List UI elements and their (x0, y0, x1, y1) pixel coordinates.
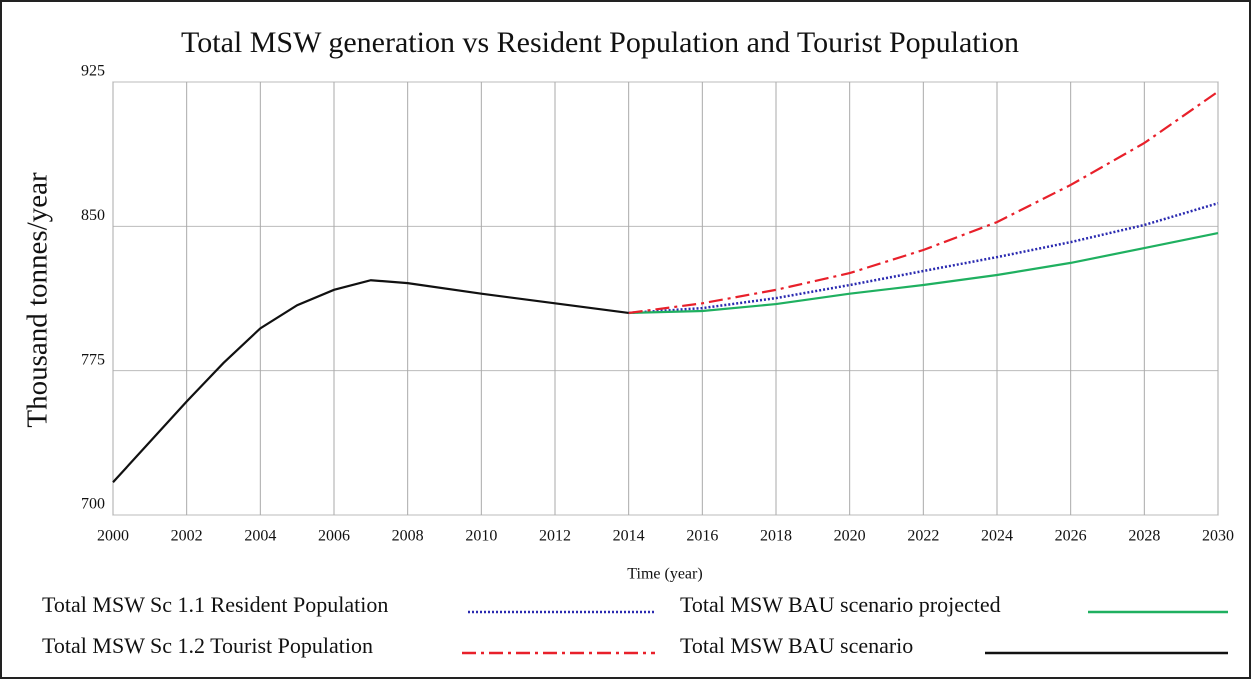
series-line (628, 231, 1219, 315)
x-tick-label: 2026 (1055, 528, 1087, 545)
legend-label: Total MSW BAU scenario projected (680, 592, 1001, 617)
y-axis-label: Thousand tonnes/year (22, 172, 54, 428)
x-tick-label: 2004 (244, 528, 276, 545)
x-tick-label: 2020 (834, 528, 866, 545)
x-tick-label: 2016 (686, 528, 718, 545)
y-tick-label: 700 (81, 496, 105, 513)
legend-label: Total MSW BAU scenario (680, 633, 913, 658)
x-axis-label: Time (year) (627, 566, 702, 583)
legend-label: Total MSW Sc 1.1 Resident Population (42, 592, 388, 617)
series-line (628, 90, 1219, 315)
x-tick-label: 2000 (97, 528, 129, 545)
y-tick-label: 850 (81, 207, 105, 224)
x-tick-label: 2012 (539, 528, 571, 545)
y-tick-label: 925 (81, 63, 105, 80)
x-tick-label: 2024 (981, 528, 1013, 545)
x-tick-label: 2028 (1128, 528, 1160, 545)
x-tick-label: 2022 (907, 528, 939, 545)
x-tick-label: 2030 (1202, 528, 1234, 545)
series-line (112, 279, 629, 484)
legend-label: Total MSW Sc 1.2 Tourist Population (42, 633, 373, 658)
x-tick-label: 2018 (760, 528, 792, 545)
x-tick-label: 2008 (392, 528, 424, 545)
chart-title: Total MSW generation vs Resident Populat… (181, 26, 1019, 59)
x-tick-label: 2002 (171, 528, 203, 545)
x-tick-label: 2006 (318, 528, 350, 545)
series-line (628, 202, 1219, 315)
x-tick-label: 2014 (613, 528, 645, 545)
y-tick-label: 775 (81, 351, 105, 368)
x-tick-label: 2010 (465, 528, 497, 545)
